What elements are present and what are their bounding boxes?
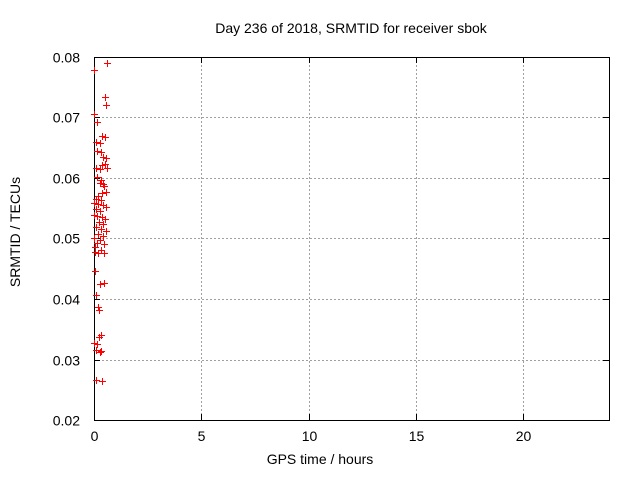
y-tick-label: 0.06: [53, 171, 80, 187]
y-tick-label: 0.02: [53, 413, 80, 429]
y-tick-label: 0.08: [53, 50, 80, 66]
x-tick-label: 20: [516, 428, 532, 444]
y-tick-label: 0.03: [53, 353, 80, 369]
x-tick-label: 0: [91, 428, 99, 444]
x-tick-label: 15: [409, 428, 425, 444]
x-tick-label: 10: [302, 428, 318, 444]
x-tick-label: 5: [198, 428, 206, 444]
y-tick-label: 0.04: [53, 292, 80, 308]
scatter-points: [91, 60, 111, 385]
x-axis-label: GPS time / hours: [266, 451, 374, 467]
chart-title: Day 236 of 2018, SRMTID for receiver sbo…: [215, 20, 487, 36]
y-tick-label: 0.05: [53, 231, 80, 247]
y-tick-label: 0.07: [53, 110, 80, 126]
